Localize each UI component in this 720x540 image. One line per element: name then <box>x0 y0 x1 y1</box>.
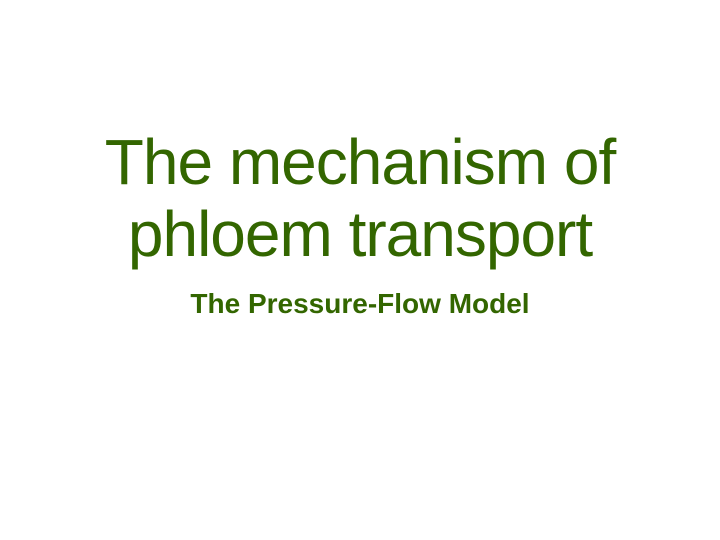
slide-container: The mechanism of phloem transport The Pr… <box>0 0 720 540</box>
title-line-1: The mechanism of <box>105 126 615 198</box>
title-line-2: phloem transport <box>128 198 592 270</box>
subtitle: The Pressure-Flow Model <box>0 288 720 320</box>
main-title: The mechanism of phloem transport <box>0 127 720 270</box>
